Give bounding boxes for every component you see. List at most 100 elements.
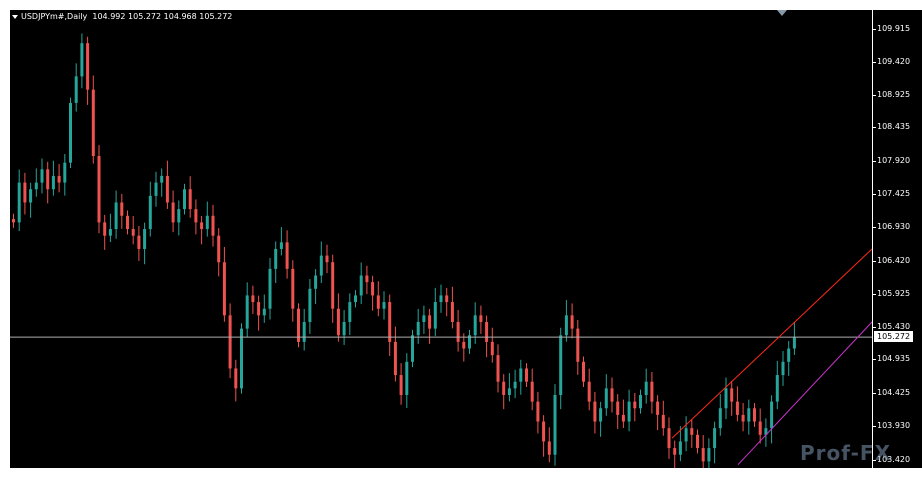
collapse-triangle-icon[interactable] bbox=[12, 14, 18, 19]
candle-body bbox=[194, 209, 198, 223]
candle-body bbox=[587, 381, 591, 402]
candle-body bbox=[40, 169, 44, 183]
price-tick bbox=[873, 227, 876, 229]
candle-body bbox=[63, 162, 67, 183]
candle-body bbox=[604, 388, 608, 409]
price-tick bbox=[873, 61, 876, 63]
candle-body bbox=[108, 229, 112, 236]
candle-body bbox=[120, 202, 124, 216]
candle-body bbox=[245, 295, 249, 329]
candle-body bbox=[479, 315, 483, 322]
candle-body bbox=[359, 275, 363, 296]
candle-body bbox=[285, 242, 289, 269]
price-plot[interactable] bbox=[10, 10, 872, 468]
candle-body bbox=[490, 341, 494, 356]
candle-body bbox=[257, 302, 261, 316]
candle-body bbox=[519, 368, 523, 382]
price-label: 106.930 bbox=[877, 222, 911, 232]
candle-body bbox=[297, 308, 300, 342]
candle-body bbox=[57, 175, 61, 183]
candle-body bbox=[165, 175, 169, 203]
candle-body bbox=[103, 222, 107, 236]
high-value: 105.272 bbox=[128, 12, 162, 21]
candle-body bbox=[684, 428, 688, 442]
candle-body bbox=[131, 229, 135, 236]
candle-body bbox=[86, 43, 90, 90]
candle-body bbox=[171, 202, 175, 223]
price-label: 108.925 bbox=[877, 89, 911, 99]
candle-body bbox=[393, 341, 397, 376]
candle-body bbox=[473, 315, 477, 336]
trend-line-lower[interactable] bbox=[737, 321, 872, 466]
price-tick bbox=[873, 359, 876, 361]
candle-body bbox=[775, 375, 779, 402]
price-tick bbox=[873, 127, 876, 129]
candle-body bbox=[160, 175, 164, 183]
chart-canvas[interactable]: USDJPYm#,Daily 104.992 105.272 104.968 1… bbox=[10, 10, 922, 468]
candle-body bbox=[735, 401, 739, 415]
candle-body bbox=[205, 215, 209, 230]
candle-body bbox=[23, 182, 27, 203]
candle-body bbox=[405, 361, 409, 395]
candle-body bbox=[302, 321, 306, 342]
price-label: 106.420 bbox=[877, 255, 911, 265]
candle-body bbox=[593, 401, 597, 422]
candle-body bbox=[29, 189, 33, 203]
candle-body bbox=[621, 414, 625, 422]
candle-body bbox=[485, 321, 489, 342]
candle-body bbox=[507, 388, 511, 395]
price-tick bbox=[873, 426, 876, 428]
candle-body bbox=[308, 288, 312, 322]
candle-body bbox=[137, 235, 141, 249]
price-label: 104.935 bbox=[877, 354, 911, 364]
candle-body bbox=[342, 321, 346, 336]
candle-body bbox=[17, 182, 21, 223]
candle-body bbox=[633, 401, 637, 409]
low-value: 104.968 bbox=[163, 12, 197, 21]
candle-body bbox=[240, 328, 243, 389]
candle-body bbox=[411, 335, 414, 362]
price-label: 109.915 bbox=[877, 23, 911, 33]
prof-fx-logo: Prof-FX bbox=[800, 441, 891, 465]
candle-body bbox=[183, 189, 186, 210]
candle-body bbox=[188, 189, 192, 210]
candle-body bbox=[51, 175, 55, 190]
candle-body bbox=[211, 215, 215, 236]
candle-body bbox=[325, 255, 329, 263]
close-value: 105.272 bbox=[199, 12, 233, 21]
trend-line-upper[interactable] bbox=[671, 248, 872, 439]
candle-body bbox=[382, 302, 386, 309]
candle-body bbox=[416, 321, 420, 336]
candle-body bbox=[97, 156, 101, 223]
candle-body bbox=[627, 401, 631, 422]
price-label: 108.435 bbox=[877, 122, 911, 132]
candle-body bbox=[639, 394, 642, 409]
price-scale[interactable]: 105.272 109.915 109.420 108.925 108.435 107.… bbox=[872, 10, 922, 468]
candle-body bbox=[228, 315, 232, 369]
candle-body bbox=[616, 401, 620, 415]
candle-body bbox=[530, 381, 534, 402]
candle-body bbox=[80, 43, 84, 77]
candles-group bbox=[12, 33, 796, 468]
symbol-name: USDJPYm#,Daily bbox=[21, 12, 88, 21]
candle-body bbox=[399, 375, 403, 395]
candle-body bbox=[547, 441, 551, 455]
candle-body bbox=[599, 408, 603, 422]
price-tick bbox=[873, 28, 876, 30]
price-tick bbox=[873, 194, 876, 196]
candle-body bbox=[46, 169, 50, 190]
price-label: 104.425 bbox=[877, 388, 911, 398]
candle-body bbox=[718, 408, 722, 429]
candle-body bbox=[274, 248, 278, 269]
candle-body bbox=[707, 448, 711, 462]
candle-body bbox=[747, 408, 751, 422]
candle-body bbox=[770, 401, 774, 429]
candle-body bbox=[787, 348, 791, 362]
chart-shift-marker-icon[interactable] bbox=[777, 10, 787, 16]
candle-body bbox=[200, 222, 204, 230]
candle-body bbox=[468, 335, 471, 349]
candle-body bbox=[456, 321, 460, 342]
candle-body bbox=[148, 195, 152, 230]
candle-body bbox=[781, 361, 785, 376]
